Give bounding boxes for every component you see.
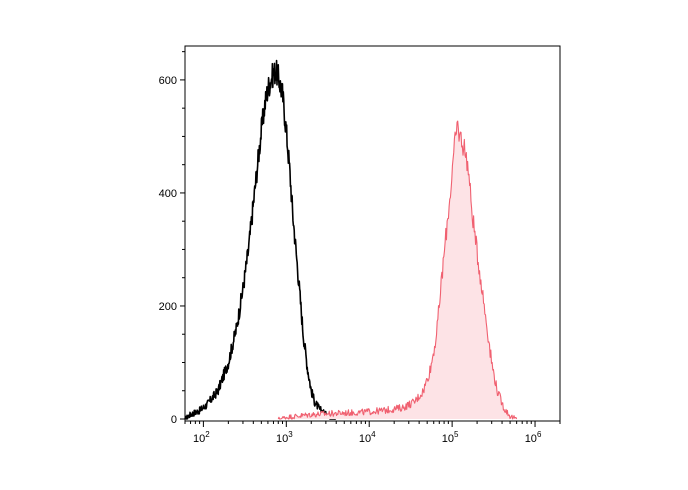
y-tick-label: 0 bbox=[171, 414, 177, 426]
x-tick-label: 104 bbox=[359, 430, 376, 445]
x-tick-label: 105 bbox=[442, 430, 459, 445]
plot-frame bbox=[184, 45, 561, 422]
y-tick-label: 400 bbox=[159, 188, 177, 200]
x-axis: 102 103 104 105 106 bbox=[184, 421, 561, 445]
x-tick-base: 10 bbox=[276, 433, 288, 445]
x-tick-label: 102 bbox=[193, 430, 210, 445]
series-layer bbox=[184, 59, 518, 420]
x-tick-exponent: 6 bbox=[537, 430, 542, 439]
x-tick-exponent: 4 bbox=[371, 430, 376, 439]
series-line-0 bbox=[184, 59, 337, 420]
x-tick-base: 10 bbox=[442, 433, 454, 445]
y-tick-label: 200 bbox=[159, 301, 177, 313]
x-tick-exponent: 5 bbox=[454, 430, 459, 439]
x-tick-label: 103 bbox=[276, 430, 293, 445]
x-tick-base: 10 bbox=[359, 433, 371, 445]
series-fill-1 bbox=[278, 121, 517, 419]
y-axis: 0 200 400 600 bbox=[159, 51, 185, 426]
series-line-1 bbox=[277, 120, 518, 420]
x-tick-exponent: 2 bbox=[205, 430, 210, 439]
x-tick-label: 106 bbox=[525, 430, 542, 445]
x-tick-base: 10 bbox=[193, 433, 205, 445]
y-tick-label: 600 bbox=[159, 75, 177, 87]
x-tick-exponent: 3 bbox=[288, 430, 293, 439]
x-tick-base: 10 bbox=[525, 433, 537, 445]
